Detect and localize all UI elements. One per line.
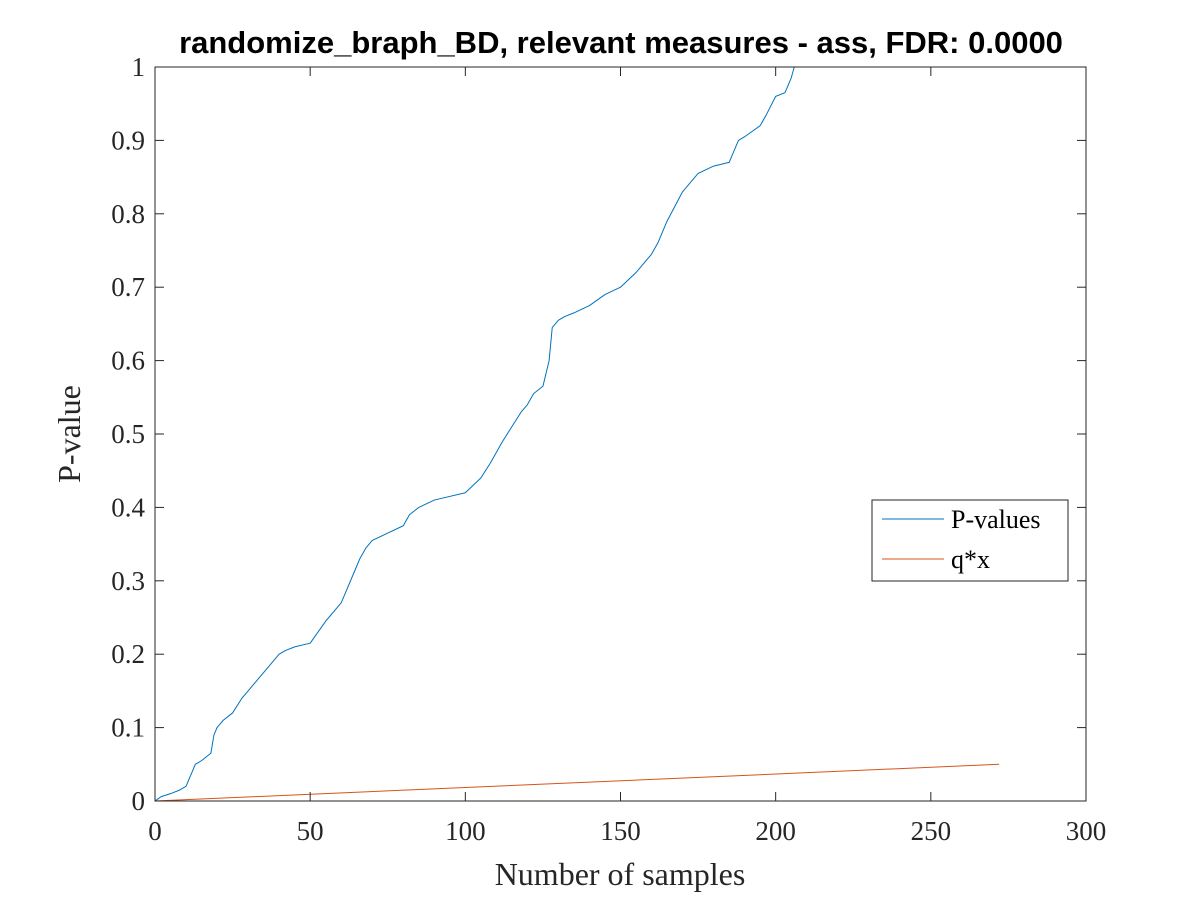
x-tick-label: 100: [445, 816, 486, 846]
legend-label-q-x: q*x: [951, 545, 990, 574]
legend-box: [871, 499, 1069, 582]
x-axis-ticks: 0 50 100 150 200 250 300: [148, 67, 1106, 846]
y-axis-label: P-value: [51, 385, 87, 483]
chart-title: randomize_braph_BD, relevant measures - …: [179, 25, 1063, 60]
x-tick-label: 200: [755, 816, 796, 846]
y-tick-label: 0: [132, 786, 146, 816]
legend-label-p-values: P-values: [951, 505, 1041, 534]
x-tick-label: 300: [1066, 816, 1107, 846]
y-tick-label: 0.5: [111, 419, 145, 449]
legend: P-values q*x: [871, 499, 1069, 582]
plot-series: [154, 66, 1000, 802]
series-line-q-x: [154, 763, 1000, 802]
y-tick-label: 0.4: [111, 492, 145, 522]
x-tick-label: 250: [911, 816, 952, 846]
y-tick-label: 0.3: [111, 566, 145, 596]
y-tick-label: 0.7: [111, 272, 145, 302]
x-tick-label: 0: [148, 816, 162, 846]
x-tick-label: 50: [297, 816, 324, 846]
y-tick-label: 1: [132, 52, 146, 82]
y-tick-label: 0.6: [111, 346, 145, 376]
x-tick-label: 150: [600, 816, 641, 846]
y-tick-label: 0.9: [111, 125, 145, 155]
x-axis-label: Number of samples: [495, 856, 746, 892]
y-axis-ticks: 0 0.1 0.2 0.3 0.4 0.5 0.6 0.7 0.8 0.9 1: [111, 52, 1086, 816]
y-tick-label: 0.8: [111, 199, 145, 229]
y-tick-label: 0.2: [111, 639, 145, 669]
y-tick-label: 0.1: [111, 713, 145, 743]
series-line-p-values: [154, 66, 1000, 802]
